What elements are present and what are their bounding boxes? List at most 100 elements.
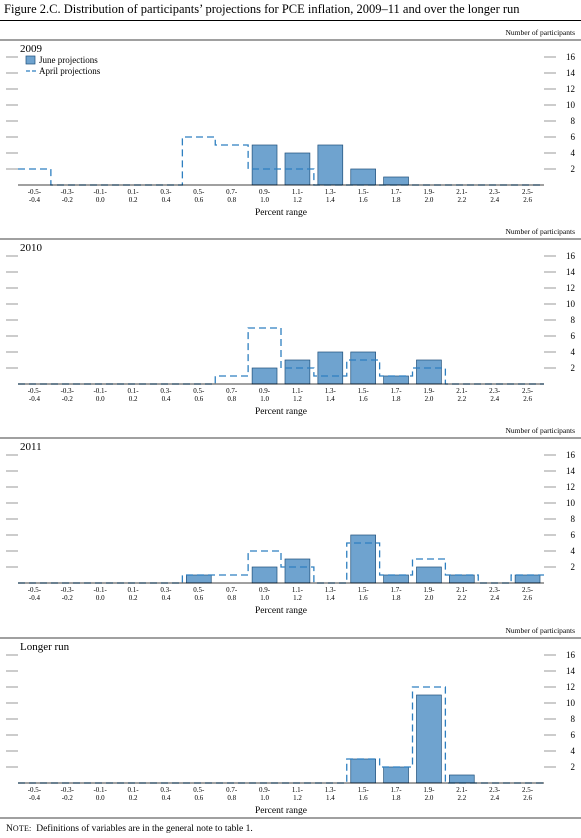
y-tick-label: 12 (566, 84, 575, 94)
x-tick-label: -0.5- (28, 387, 42, 395)
x-tick-label: -0.1- (93, 188, 107, 196)
x-tick-label: 1.8 (392, 196, 401, 204)
bar (383, 375, 409, 385)
x-tick-label: 2.2 (457, 594, 466, 602)
x-tick-label: 0.3- (160, 188, 172, 196)
y-tick-label: 2 (571, 164, 576, 174)
x-tick-label: 2.6 (523, 196, 532, 204)
bar (350, 351, 376, 385)
y-tick-label: 10 (566, 299, 576, 309)
x-tick-label: 1.4 (326, 196, 335, 204)
x-tick-label: 1.6 (359, 794, 368, 802)
x-axis-label: Percent range (255, 407, 307, 417)
bar (514, 574, 541, 584)
x-tick-label: 2.6 (523, 594, 532, 602)
chart-panel-4: Number of participants Longer run 2 4 6 8 10 12… (0, 626, 581, 816)
legend-label-april: April projections (39, 66, 101, 76)
bar (416, 566, 442, 584)
x-tick-label: -0.4 (29, 594, 41, 602)
bar (251, 566, 278, 584)
title-rule (0, 20, 581, 21)
x-tick-label: 1.7- (391, 586, 403, 594)
bar (449, 574, 475, 584)
x-tick-label: 1.5- (358, 786, 370, 794)
x-tick-label: 0.1- (128, 188, 140, 196)
y-tick-label: 14 (566, 666, 576, 676)
x-tick-label: 1.3- (325, 586, 337, 594)
x-tick-label: 0.9- (259, 188, 271, 196)
x-tick-label: 2.6 (523, 794, 532, 802)
april-step-line (18, 136, 544, 186)
x-tick-label: 2.5- (522, 786, 534, 794)
x-tick-label: 2.5- (522, 387, 534, 395)
x-tick-label: 1.4 (326, 794, 335, 802)
x-tick-label: 2.1- (456, 188, 468, 196)
y-tick-label: 6 (571, 331, 576, 341)
x-tick-label: 0.9- (259, 586, 271, 594)
x-tick-label: 1.9- (423, 586, 435, 594)
april-step-line (18, 686, 544, 784)
x-tick-label: 0.8 (227, 594, 236, 602)
x-tick-label: 1.6 (359, 196, 368, 204)
x-tick-label: 0.2 (129, 395, 138, 403)
y-tick-label: 10 (566, 498, 576, 508)
panel-title: 2010 (20, 242, 43, 254)
x-tick-label: 2.0 (425, 395, 434, 403)
legend-label-june: June projections (39, 55, 98, 65)
bar (383, 766, 409, 784)
x-tick-label: 0.2 (129, 594, 138, 602)
chart-panel-3: Number of participants 2011 2 4 6 8 10 12 14 16 -0… (0, 426, 581, 616)
x-tick-label: 0.1- (128, 786, 140, 794)
x-tick-label: 0.4 (162, 395, 171, 403)
x-tick-label: 0.4 (162, 794, 171, 802)
x-tick-label: 0.8 (227, 196, 236, 204)
bar (251, 144, 278, 186)
x-tick-label: -0.2 (62, 196, 74, 204)
x-tick-label: 2.0 (425, 594, 434, 602)
y-tick-label: 2 (571, 363, 576, 373)
x-tick-label: 0.5- (193, 786, 205, 794)
x-tick-label: 2.1- (456, 786, 468, 794)
bar (284, 359, 311, 385)
x-tick-label: -0.4 (29, 794, 41, 802)
x-tick-label: 2.1- (456, 387, 468, 395)
x-tick-label: -0.5- (28, 586, 42, 594)
x-tick-label: -0.1- (93, 586, 107, 594)
x-tick-label: -0.4 (29, 196, 41, 204)
x-tick-label: 0.6 (194, 395, 203, 403)
x-tick-label: 2.4 (490, 196, 499, 204)
x-tick-label: 2.4 (490, 395, 499, 403)
y-tick-label: 4 (571, 746, 576, 756)
panel-title: 2009 (20, 43, 43, 55)
x-tick-label: 0.3- (160, 786, 172, 794)
x-tick-label: -0.3- (61, 586, 75, 594)
note-text: Definitions of variables are in the gene… (36, 824, 253, 834)
x-tick-label: 0.2 (129, 196, 138, 204)
april-step-line (18, 542, 544, 584)
x-tick-label: 1.9- (423, 786, 435, 794)
y-tick-label: 10 (566, 698, 576, 708)
x-tick-label: 1.6 (359, 594, 368, 602)
x-tick-label: 2.0 (425, 196, 434, 204)
bar (383, 176, 409, 186)
x-tick-label: 0.1- (128, 387, 140, 395)
x-tick-label: 1.5- (358, 586, 370, 594)
x-tick-label: 2.3- (489, 786, 501, 794)
x-tick-label: 1.3- (325, 387, 337, 395)
y-tick-label: 14 (566, 68, 576, 78)
y-tick-label: 12 (566, 482, 575, 492)
y-tick-label: 8 (571, 116, 576, 126)
y-axis-label: Number of participants (505, 626, 575, 635)
x-axis-label: Percent range (255, 208, 307, 218)
y-tick-label: 2 (571, 762, 576, 772)
x-tick-label: -0.5- (28, 188, 42, 196)
x-tick-label: 1.0 (260, 395, 269, 403)
y-axis-label: Number of participants (505, 426, 575, 435)
y-tick-label: 8 (571, 514, 576, 524)
y-tick-label: 6 (571, 530, 576, 540)
x-tick-label: 0.8 (227, 395, 236, 403)
x-tick-label: 2.6 (523, 395, 532, 403)
y-tick-label: 6 (571, 132, 576, 142)
bar (317, 144, 344, 186)
x-tick-label: 0.5- (193, 387, 205, 395)
